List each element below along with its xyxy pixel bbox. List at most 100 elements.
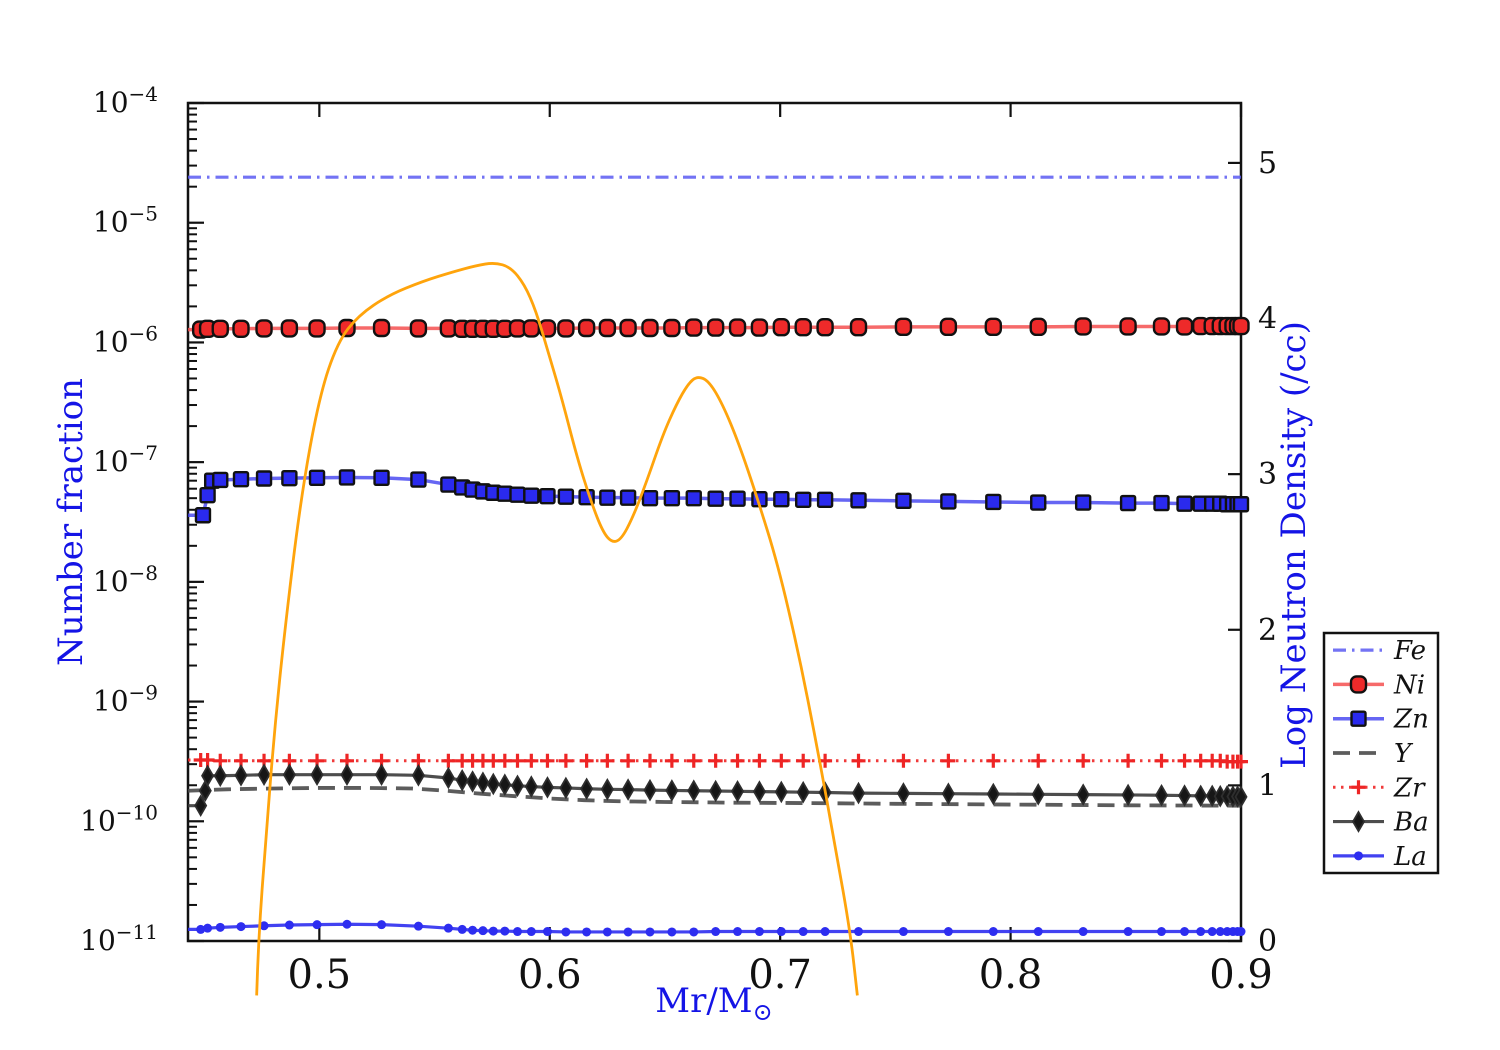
y-right-axis-label: Log Neutron Density (/cc) [1274,321,1314,769]
y-left-tick-label-1e-6: 10−6 [93,321,158,358]
zn-marker [212,471,229,489]
la-marker [602,927,612,937]
la-marker [733,927,743,937]
la-marker [582,927,592,937]
x-tick-label-0.5: 0.5 [288,952,352,998]
ba-marker [752,780,766,803]
series-y [187,786,1242,808]
x-tick-label-0.8: 0.8 [979,952,1043,998]
series-zr [188,753,1248,769]
ba-marker [1076,783,1090,806]
zn-marker [1232,496,1250,513]
zr-marker [896,753,911,768]
zr-marker [524,753,539,768]
series-la [188,919,1246,937]
y-left-tick-label-1e-8: 10−8 [93,561,158,598]
zn-marker [985,493,1002,511]
zr-marker [730,753,745,768]
zr-marker [941,753,956,768]
la-marker [1157,927,1167,937]
y-left-tick-label-1e-5: 10−5 [93,202,158,239]
ni-marker [577,318,596,338]
ba-marker [665,779,679,802]
la-marker [259,921,269,931]
ba-marker [709,779,723,803]
series-ba [188,763,1248,817]
zn-marker [410,471,427,488]
legend-item-fe: Fe [1333,636,1426,666]
ba-marker [310,763,324,786]
ni-marker [409,319,428,338]
zr-marker [540,753,555,768]
legend-item-ba: Ba [1333,808,1429,838]
la-marker [711,927,721,937]
y-left-tick-label-1e-11: 10−11 [80,920,158,957]
ba-marker [1154,783,1169,807]
ba-marker [257,763,271,786]
ni-marker [816,318,834,337]
ba-marker [687,779,701,803]
la-marker [443,923,453,933]
la-marker [988,927,998,937]
x-tick-label-0.9: 0.9 [1209,952,1273,998]
zr-marker [686,753,701,768]
ba-marker [796,780,810,804]
zr-marker [986,753,1001,768]
ni-marker [619,318,637,338]
la-marker [689,927,699,937]
zr-marker [497,753,512,768]
x-axis-label: Mr/M⊙ [655,981,772,1026]
ba-marker [1121,783,1135,807]
zn-marker [641,489,659,507]
ba-marker [201,764,215,788]
ba-marker [524,775,538,798]
ni-marker [280,319,299,338]
ni-marker [1349,675,1368,694]
ni-marker [255,319,273,338]
y-left-tick-label-1e-10: 10−10 [80,800,158,837]
ni-marker [939,317,958,337]
zn-marker [440,476,457,493]
zn-marker [773,491,790,508]
legend-label-y: Y [1394,739,1414,769]
ba-marker [1234,785,1248,809]
zr-marker [851,753,866,768]
la-marker [898,927,908,937]
zn-marker [199,486,216,504]
legend-item-zn: Zn [1333,705,1429,735]
ba-marker [213,764,227,788]
la-marker [488,926,498,936]
ba-marker [986,782,1000,806]
la-marker [512,927,522,937]
la-marker [1236,927,1246,937]
zn-marker [685,489,702,507]
y-right-tick-label-3: 3 [1258,457,1277,492]
ni-marker [232,319,250,338]
la-marker [776,927,786,937]
ni-marker [728,318,747,337]
zr-marker [1076,753,1091,768]
zr-marker [664,753,679,768]
zn-marker [539,487,556,505]
ba-marker [476,771,490,795]
la-marker [1207,927,1217,937]
zn-marker [729,490,746,507]
la-marker [542,927,552,937]
ni-marker [1029,317,1047,337]
zr-marker [1121,753,1136,768]
series-neutron-density-line [255,262,859,996]
ba-marker [455,768,469,792]
y-left-axis-label: Number fraction [51,378,91,666]
la-marker [377,920,387,930]
la-marker [1196,927,1206,937]
axes: 0.5 0.6 0.7 0.8 0.9 10−4 10−5 10−6 10−7 10−8 10−9 1… [80,82,1277,998]
la-marker [468,925,478,935]
ni-marker [557,319,575,338]
zr-marker [774,753,789,768]
ni-marker [308,319,326,338]
ni-marker [663,318,681,338]
ba-marker [1351,810,1366,833]
zn-marker [1030,494,1047,511]
la-marker [1078,927,1088,937]
